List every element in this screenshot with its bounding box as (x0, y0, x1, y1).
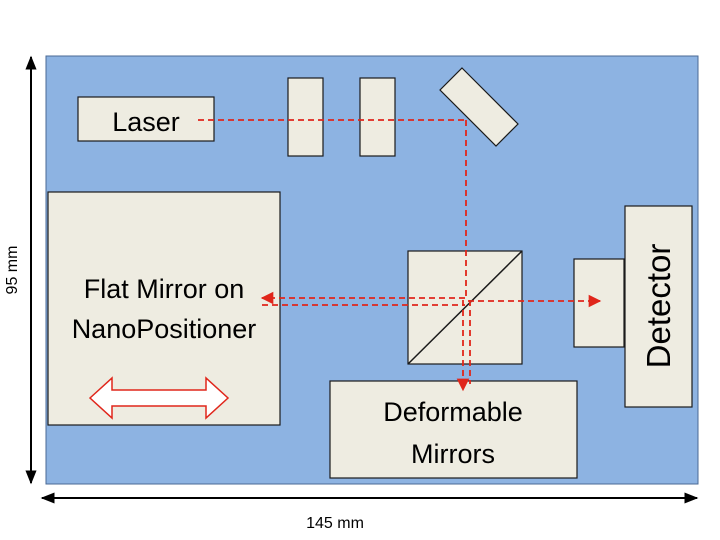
width-dimension-label: 145 mm (306, 515, 364, 532)
beam-splitter-diagonal (407, 250, 523, 365)
optic-plate-1 (287, 77, 324, 157)
height-dimension-label: 95 mm (4, 246, 21, 295)
flat-mirror-label-line1: Flat Mirror on (84, 274, 245, 304)
flat-mirror-label-line2: NanoPositioner (72, 314, 257, 344)
deformable-mirrors-box (329, 380, 578, 479)
flat-mirror-box (47, 191, 281, 426)
optic-plate-2 (359, 77, 396, 157)
detector-box (624, 205, 693, 408)
detector-label: Detector (640, 244, 677, 369)
laser-label: Laser (112, 107, 180, 137)
motion-double-arrow-icon (88, 376, 230, 420)
steering-mirror (439, 67, 519, 147)
laser-beam-paths (198, 119, 602, 392)
deformable-label-line1: Deformable (383, 397, 523, 427)
detector-window (573, 258, 625, 348)
laser-box (77, 96, 215, 142)
deformable-label-line2: Mirrors (411, 439, 495, 469)
